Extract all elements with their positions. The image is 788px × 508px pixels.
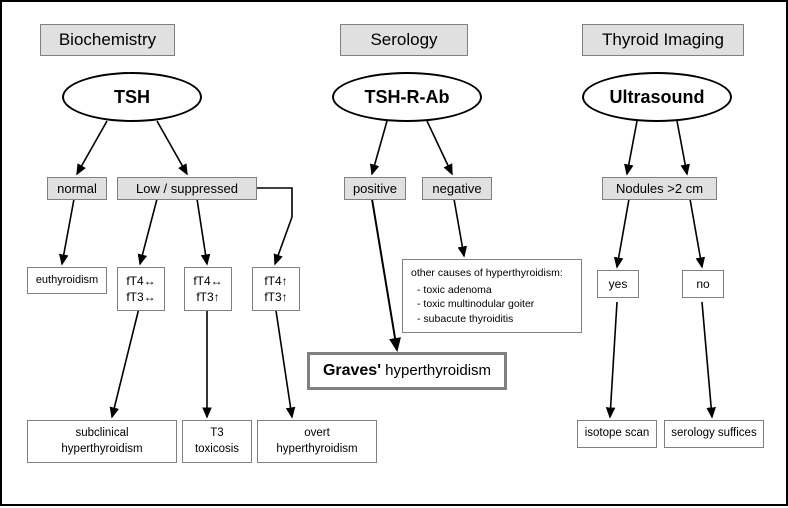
other-cause-0: - toxic adenoma [411,283,573,297]
header-biochemistry: Biochemistry [40,24,175,56]
box-ft-b: fT4↔ fT3↑ [184,267,232,311]
box-euthyroidism: euthyroidism [27,267,107,294]
box-other-causes: other causes of hyperthyroidism: - toxic… [402,259,582,333]
box-no: no [682,270,724,298]
box-isotope: isotope scan [577,420,657,448]
box-yes: yes [597,270,639,298]
ellipse-tshrab: TSH-R-Ab [332,72,482,122]
box-overt: overt hyperthyroidism [257,420,377,463]
header-serology: Serology [340,24,468,56]
ellipse-tsh: TSH [62,72,202,122]
graves-rest: hyperthyroidism [381,362,491,379]
ellipse-ultrasound: Ultrasound [582,72,732,122]
box-ft-c: fT4↑ fT3↑ [252,267,300,311]
box-serology-negative: negative [422,177,492,200]
box-subclinical: subclinical hyperthyroidism [27,420,177,463]
other-cause-2: - subacute thyroiditis [411,312,573,326]
box-serology-positive: positive [344,177,406,200]
other-causes-title: other causes of hyperthyroidism: [411,266,573,280]
diagram-frame: Biochemistry Serology Thyroid Imaging TS… [0,0,788,506]
box-tsh-low: Low / suppressed [117,177,257,200]
other-cause-1: - toxic multinodular goiter [411,297,573,311]
graves-bold: Graves' [323,362,381,379]
box-ft-a: fT4↔ fT3↔ [117,267,165,311]
box-serology-suffices: serology suffices [664,420,764,448]
box-nodules: Nodules >2 cm [602,177,717,200]
header-imaging: Thyroid Imaging [582,24,744,56]
box-graves: Graves' hyperthyroidism [307,352,507,390]
box-tsh-normal: normal [47,177,107,200]
box-t3tox: T3 toxicosis [182,420,252,463]
